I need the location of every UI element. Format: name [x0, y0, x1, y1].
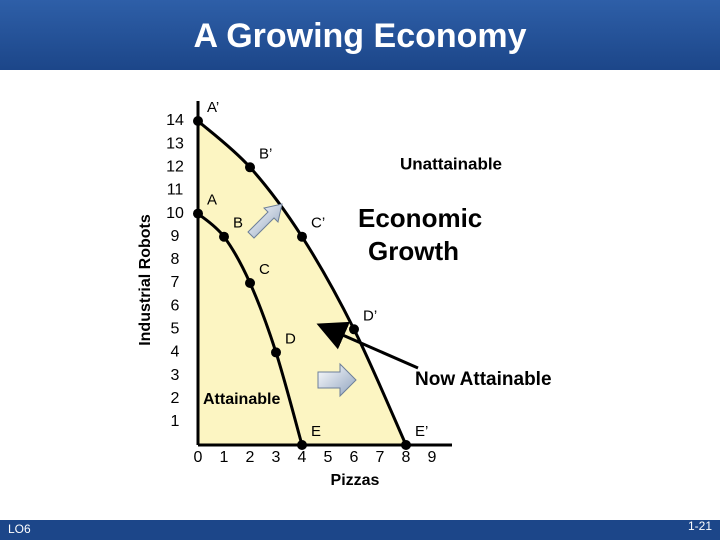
y-tick-label: 2 — [171, 390, 180, 407]
pointer-arrow — [316, 321, 419, 370]
x-tick-label: 0 — [194, 449, 203, 466]
x-axis-label: Pizzas — [331, 472, 380, 489]
y-tick-label: 9 — [171, 228, 180, 245]
footer-right: 1-21 — [688, 519, 712, 533]
footer-bar — [0, 520, 720, 540]
y-tick-label: 10 — [166, 205, 184, 222]
y-tick-label: 11 — [167, 182, 184, 199]
point-label: E — [311, 423, 321, 440]
x-tick-label: 8 — [402, 449, 411, 466]
point — [219, 231, 229, 242]
growth-arrow — [317, 362, 357, 398]
growth-arrow — [247, 203, 283, 239]
x-tick-label: 7 — [376, 449, 385, 466]
y-tick-label: 3 — [171, 367, 180, 384]
x-tick-label: 6 — [350, 449, 359, 466]
x-tick-label: 4 — [298, 449, 307, 466]
x-tick-label: 5 — [324, 449, 333, 466]
y-tick-label: 7 — [171, 274, 180, 291]
annotation: Growth — [368, 236, 459, 266]
title: A Growing Economy — [193, 17, 526, 55]
footer-left: LO6 — [8, 522, 31, 536]
point-label: E’ — [415, 423, 428, 440]
x-tick-label: 3 — [272, 449, 281, 466]
point-label: B’ — [259, 145, 272, 162]
annotation: Economic — [358, 203, 482, 233]
point-label: C’ — [311, 215, 325, 232]
annotation: Unattainable — [400, 154, 502, 173]
y-tick-label: 13 — [166, 135, 184, 152]
annotation: Attainable — [203, 391, 280, 408]
point — [349, 324, 359, 335]
point — [297, 231, 307, 242]
x-tick-label: 1 — [220, 449, 229, 466]
y-tick-label: 14 — [166, 112, 184, 129]
header-bar — [0, 0, 720, 70]
y-tick-label: 12 — [166, 159, 184, 176]
point — [271, 347, 281, 358]
y-tick-label: 6 — [171, 297, 180, 314]
point-label: A’ — [207, 99, 219, 116]
y-axis-label: Industrial Robots — [137, 214, 154, 346]
y-tick-label: 5 — [171, 321, 180, 338]
point — [245, 278, 255, 288]
y-tick-label: 1 — [171, 413, 180, 430]
y-tick-label: 8 — [171, 251, 180, 268]
annotation: Now Attainable — [415, 369, 552, 390]
x-tick-label: 9 — [428, 449, 437, 466]
point-label: D’ — [363, 307, 377, 324]
point-label: C — [259, 261, 270, 278]
point — [245, 162, 255, 173]
attainable-area — [198, 121, 406, 445]
ppf-curve — [197, 119, 408, 446]
point-label: A — [207, 192, 217, 209]
y-tick-label: 4 — [171, 344, 180, 361]
x-tick-label: 2 — [246, 449, 255, 466]
point-label: B — [233, 215, 243, 232]
point-label: D — [285, 330, 296, 347]
